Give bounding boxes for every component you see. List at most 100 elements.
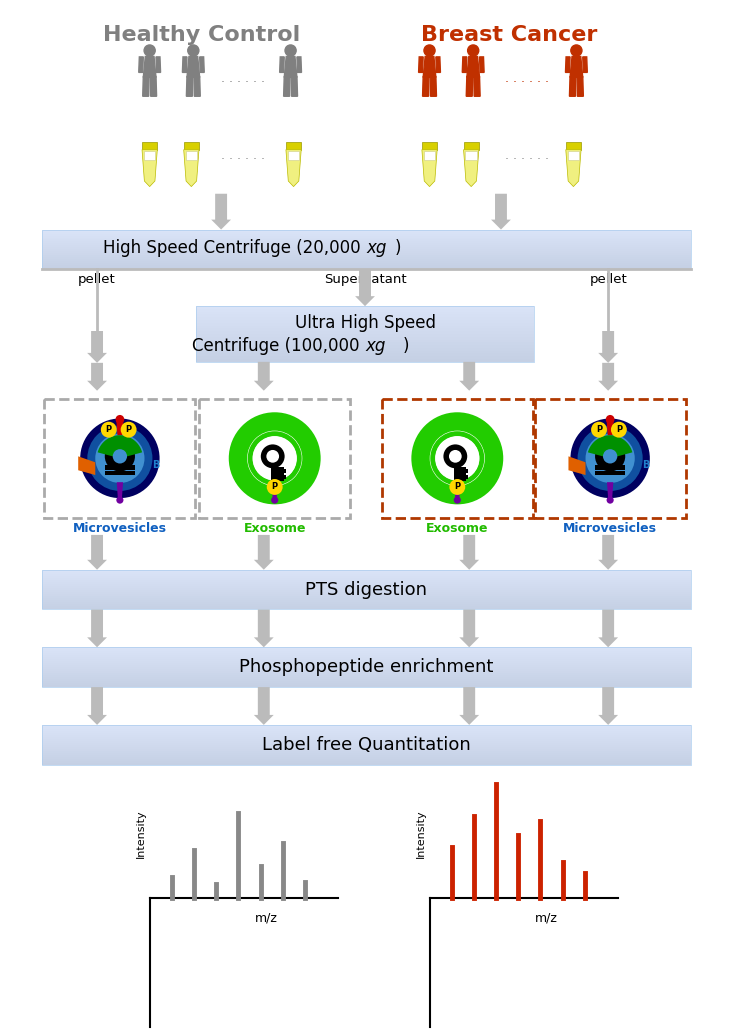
Bar [463, 475, 468, 479]
Text: Centrifuge (100,000: Centrifuge (100,000 [192, 337, 365, 355]
Bar [43, 253, 690, 255]
Bar [43, 725, 690, 764]
Polygon shape [78, 457, 95, 475]
Bar [43, 246, 690, 248]
Text: Microvesicles: Microvesicles [73, 522, 167, 535]
Bar [184, 142, 199, 150]
Bar [43, 749, 690, 751]
Text: P: P [596, 426, 602, 434]
Bar [382, 399, 533, 518]
Bar [43, 683, 690, 685]
Polygon shape [570, 57, 583, 77]
Text: · · · · · ·: · · · · · · [221, 154, 265, 166]
Bar [196, 345, 534, 348]
Bar [43, 677, 690, 679]
Bar [196, 340, 534, 342]
FancyArrow shape [598, 609, 618, 648]
Polygon shape [156, 57, 161, 72]
Bar [463, 469, 468, 473]
Text: Phosphopeptide enrichment: Phosphopeptide enrichment [239, 658, 494, 677]
Circle shape [591, 421, 607, 438]
Polygon shape [97, 435, 142, 459]
Polygon shape [187, 57, 199, 77]
Bar [271, 467, 284, 481]
Bar [43, 681, 690, 683]
FancyArrow shape [460, 535, 479, 570]
Bar [43, 657, 690, 659]
Bar [43, 653, 690, 655]
FancyArrow shape [87, 687, 107, 725]
Bar [196, 353, 534, 356]
Text: Exosome: Exosome [426, 522, 489, 535]
Bar [43, 739, 690, 741]
FancyArrow shape [598, 535, 618, 570]
Text: Supernatant: Supernatant [324, 274, 406, 286]
Bar [43, 573, 690, 575]
Bar [43, 745, 690, 747]
Text: Microvesicles: Microvesicles [563, 522, 658, 535]
Circle shape [611, 421, 627, 438]
Bar [43, 590, 690, 592]
Text: Intensity: Intensity [136, 809, 146, 857]
Bar [196, 325, 534, 328]
Polygon shape [422, 150, 437, 187]
Circle shape [285, 45, 296, 56]
Bar [43, 603, 690, 605]
Bar [43, 268, 690, 270]
Polygon shape [577, 76, 583, 96]
Text: pellet: pellet [78, 274, 116, 286]
FancyArrow shape [460, 362, 479, 390]
Text: P: P [106, 426, 112, 434]
Circle shape [144, 45, 155, 56]
Polygon shape [588, 435, 633, 459]
Circle shape [80, 418, 160, 498]
Bar [43, 757, 690, 758]
FancyArrow shape [460, 609, 479, 648]
Bar [196, 306, 534, 309]
Bar [43, 255, 690, 257]
Bar [454, 467, 466, 481]
Polygon shape [184, 150, 199, 187]
Polygon shape [199, 57, 205, 72]
Bar [43, 570, 690, 571]
Polygon shape [280, 57, 284, 72]
Bar [280, 469, 286, 473]
Text: m/z: m/z [535, 912, 558, 925]
Bar [43, 582, 690, 584]
Bar [43, 648, 690, 687]
Bar [43, 596, 690, 597]
Bar [43, 575, 690, 577]
Circle shape [468, 45, 479, 56]
Polygon shape [607, 420, 614, 435]
Circle shape [424, 45, 435, 56]
Circle shape [121, 421, 136, 438]
Bar [43, 727, 690, 729]
Bar [144, 151, 155, 160]
Polygon shape [566, 150, 581, 187]
Bar [280, 475, 286, 479]
Polygon shape [474, 76, 480, 96]
Circle shape [116, 415, 125, 424]
Polygon shape [284, 76, 290, 96]
Text: pellet: pellet [589, 274, 627, 286]
Bar [196, 356, 534, 359]
Bar [43, 244, 690, 246]
Bar [43, 650, 690, 651]
Circle shape [578, 426, 643, 491]
Bar [196, 328, 534, 332]
Circle shape [95, 434, 144, 483]
Polygon shape [423, 57, 436, 77]
Bar [43, 594, 690, 596]
Text: Ultra High Speed: Ultra High Speed [295, 314, 435, 332]
Bar [43, 758, 690, 760]
Bar [43, 233, 690, 236]
Polygon shape [183, 57, 187, 72]
Bar [43, 257, 690, 259]
FancyArrow shape [598, 363, 618, 390]
Circle shape [101, 421, 117, 438]
Bar [43, 762, 690, 764]
Bar [566, 142, 581, 150]
Text: · · · · · ·: · · · · · · [221, 75, 265, 89]
Bar [196, 359, 534, 362]
Circle shape [571, 45, 582, 56]
